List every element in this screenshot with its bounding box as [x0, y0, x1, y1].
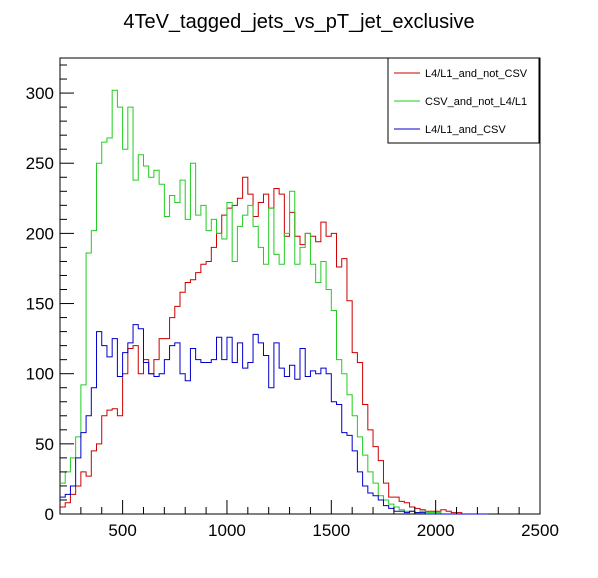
legend: L4/L1_and_not_CSV CSV_and_not_L4/L1 L4/L1_…: [387, 57, 540, 144]
series-line-3: [60, 324, 488, 515]
x-tick-label: 1000: [208, 521, 246, 540]
y-tick-label: 150: [26, 295, 54, 314]
y-tick-label: 50: [35, 435, 54, 454]
plot-frame: [59, 57, 541, 515]
y-tick-label: 250: [26, 154, 54, 173]
legend-label-2: CSV_and_not_L4/L1: [425, 96, 527, 108]
series-layer: [60, 89, 488, 515]
series-line-1: [60, 176, 488, 515]
x-tick-label: 500: [108, 521, 136, 540]
legend-label-3: L4/L1_and_CSV: [425, 124, 506, 136]
x-tick-label: 2500: [521, 521, 559, 540]
series-line-2: [60, 89, 488, 515]
y-tick-label: 100: [26, 365, 54, 384]
axis-layer: 500 1000 1500 2000 2500 0 50 100 150 200 250 300: [26, 64, 559, 540]
y-tick-label: 0: [45, 505, 54, 524]
y-tick-label: 200: [26, 224, 54, 243]
x-tick-label: 2000: [417, 521, 455, 540]
legend-label-1: L4/L1_and_not_CSV: [425, 68, 528, 80]
x-tick-label: 1500: [312, 521, 350, 540]
chart-title: 4TeV_tagged_jets_vs_pT_jet_exclusive: [123, 11, 474, 33]
y-tick-label: 300: [26, 84, 54, 103]
